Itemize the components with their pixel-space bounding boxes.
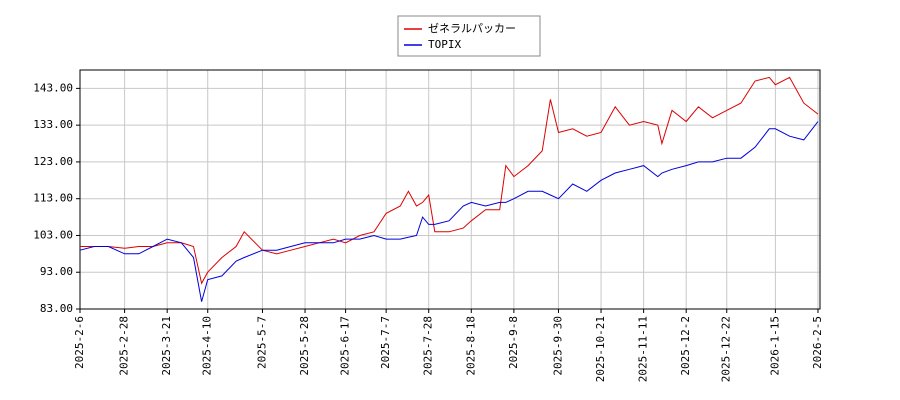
legend-box xyxy=(397,15,541,57)
x-tick-label: 2026-2-5 xyxy=(811,316,824,369)
legend: ゼネラルパッカー TOPIX xyxy=(397,15,541,57)
x-tick-label: 2025-7-7 xyxy=(379,316,392,369)
plot-area xyxy=(80,70,820,309)
x-tick-label: 2025-11-11 xyxy=(637,316,650,382)
x-tick-label: 2025-5-28 xyxy=(298,316,311,376)
series-line xyxy=(80,76,819,285)
x-tick-label: 2025-9-30 xyxy=(551,316,564,376)
plot-frame xyxy=(79,69,821,310)
x-tick-label: 2025-12-22 xyxy=(720,316,733,382)
x-tick-label: 2025-6-17 xyxy=(339,316,352,376)
x-tick-label: 2025-9-8 xyxy=(507,316,520,369)
legend-label: TOPIX xyxy=(428,38,461,51)
y-tick-label: 93.00 xyxy=(40,265,73,278)
y-tick-label: 113.00 xyxy=(33,192,73,205)
x-tick-label: 2025-5-7 xyxy=(255,316,268,369)
y-tick-label: 133.00 xyxy=(33,118,73,131)
y-tick-label: 103.00 xyxy=(33,228,73,241)
x-tick-label: 2025-2-28 xyxy=(118,316,131,376)
x-tick-label: 2025-7-28 xyxy=(422,316,435,376)
x-tick-label: 2026-1-15 xyxy=(768,316,781,376)
x-tick-label: 2025-12-2 xyxy=(679,316,692,376)
x-tick-label: 2025-10-21 xyxy=(594,316,607,382)
x-tick-label: 2025-8-18 xyxy=(464,316,477,376)
x-tick-label: 2025-4-10 xyxy=(201,316,214,376)
x-tick-label: 2025-2-6 xyxy=(73,316,86,369)
legend-label: ゼネラルパッカー xyxy=(428,22,516,35)
series-line xyxy=(79,121,819,302)
y-tick-label: 83.00 xyxy=(40,302,73,315)
x-tick-label: 2025-3-21 xyxy=(160,316,173,376)
y-tick-label: 143.00 xyxy=(33,81,73,94)
y-tick-label: 123.00 xyxy=(33,155,73,168)
